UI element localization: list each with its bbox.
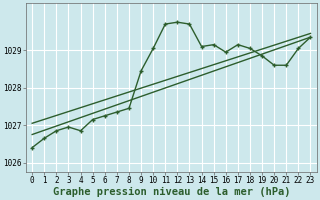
X-axis label: Graphe pression niveau de la mer (hPa): Graphe pression niveau de la mer (hPa)	[52, 186, 290, 197]
